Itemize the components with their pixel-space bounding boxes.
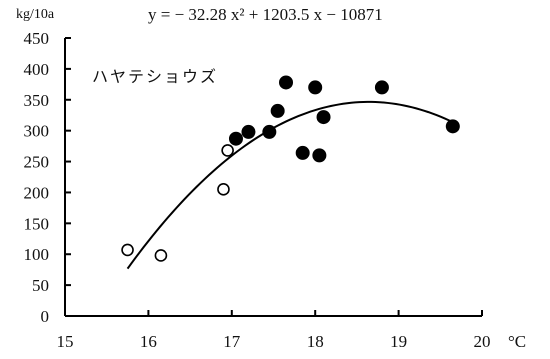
open-circle-point [221, 144, 234, 157]
y-axis-label: kg/10a [16, 7, 55, 22]
y-tick-label: 0 [41, 307, 50, 326]
axes [64, 38, 482, 317]
y-tick-label: 200 [24, 183, 50, 202]
y-tick-label: 300 [24, 122, 50, 141]
filled-circle-point [316, 110, 331, 125]
filled-circle-point [241, 124, 256, 139]
filled-circle-point [270, 103, 285, 118]
open-circle-point [121, 243, 134, 257]
filled-circle-point [262, 124, 277, 139]
filled-circle-point [312, 148, 327, 163]
y-tick-label: 50 [32, 276, 49, 295]
x-tick-label: 16 [140, 332, 157, 351]
filled-circle-point [445, 119, 460, 134]
regression-equation: y = − 32.28 x² + 1203.5 x − 10871 [148, 5, 383, 24]
filled-circle-point [279, 75, 294, 90]
y-tick-label: 400 [24, 60, 50, 79]
open-circle-point [154, 249, 168, 262]
x-tick-label: 15 [57, 332, 74, 351]
y-axis-ticks: 0 50 100 150 200 250 300 350 400 450 [24, 29, 71, 326]
open-circle-point [217, 183, 230, 196]
x-axis-label: °C [508, 332, 526, 351]
y-tick-label: 250 [24, 153, 50, 172]
y-tick-label: 350 [24, 91, 50, 110]
x-tick-label: 19 [390, 332, 407, 351]
x-axis-ticks: 15 16 17 18 19 20 [57, 310, 491, 351]
data-points [121, 75, 460, 262]
x-tick-label: 18 [307, 332, 324, 351]
filled-circle-point [308, 80, 323, 95]
x-tick-label: 20 [474, 332, 491, 351]
y-tick-label: 100 [24, 245, 50, 264]
y-tick-label: 150 [24, 214, 50, 233]
filled-circle-point [228, 131, 243, 146]
x-tick-label: 17 [223, 332, 241, 351]
variety-label: ハヤテショウズ [92, 68, 218, 86]
fit-curve [126, 100, 454, 270]
filled-circle-point [295, 145, 310, 160]
filled-circle-point [374, 80, 389, 95]
y-tick-label: 450 [24, 29, 50, 48]
